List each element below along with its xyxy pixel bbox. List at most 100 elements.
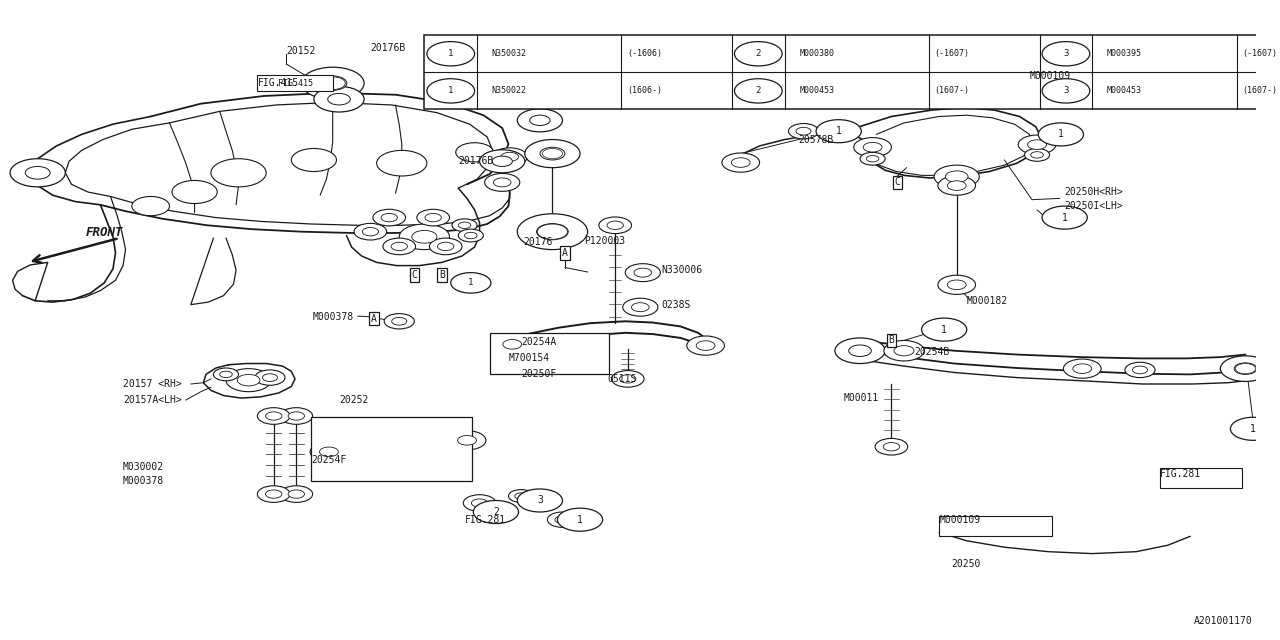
Circle shape (485, 173, 520, 191)
Circle shape (540, 147, 564, 160)
Text: FIG.281: FIG.281 (1160, 468, 1201, 479)
Circle shape (257, 486, 291, 502)
Circle shape (480, 150, 525, 173)
Text: 1: 1 (448, 49, 453, 58)
Circle shape (1230, 417, 1276, 440)
Text: 1: 1 (836, 126, 842, 136)
Circle shape (938, 176, 975, 195)
Text: 20157 <RH>: 20157 <RH> (123, 379, 182, 389)
Circle shape (884, 340, 924, 361)
Circle shape (280, 486, 312, 502)
Text: A201001170: A201001170 (1194, 616, 1253, 626)
Circle shape (265, 490, 282, 498)
Circle shape (954, 62, 992, 81)
Text: 1: 1 (1059, 129, 1064, 140)
Circle shape (500, 152, 518, 161)
Circle shape (883, 443, 900, 451)
Circle shape (493, 148, 527, 166)
Text: (-1607): (-1607) (934, 49, 970, 58)
Text: C: C (895, 177, 901, 188)
Circle shape (362, 228, 379, 236)
Circle shape (376, 150, 426, 176)
Text: 20254B: 20254B (914, 347, 950, 357)
Circle shape (392, 317, 407, 325)
Text: B: B (888, 335, 895, 346)
Circle shape (257, 408, 291, 424)
Circle shape (503, 339, 522, 349)
Circle shape (735, 42, 782, 66)
Circle shape (1024, 148, 1050, 161)
Circle shape (1133, 366, 1148, 374)
Text: (1606-): (1606-) (627, 86, 662, 95)
Circle shape (1073, 364, 1092, 374)
Text: 20176B: 20176B (370, 43, 406, 53)
Circle shape (517, 489, 562, 512)
Text: 20254F: 20254F (311, 454, 347, 465)
Circle shape (1038, 123, 1083, 146)
Circle shape (835, 338, 886, 364)
Circle shape (687, 336, 724, 355)
Circle shape (893, 346, 914, 356)
Text: 0238S: 0238S (662, 300, 691, 310)
Text: 20176: 20176 (524, 237, 553, 247)
Text: 2: 2 (755, 86, 762, 95)
Circle shape (493, 335, 531, 354)
Circle shape (1042, 206, 1087, 229)
Circle shape (860, 152, 886, 165)
Text: M000378: M000378 (312, 312, 355, 323)
Circle shape (310, 442, 348, 461)
Circle shape (538, 224, 567, 239)
Circle shape (448, 431, 486, 450)
Circle shape (849, 345, 872, 356)
Circle shape (288, 412, 305, 420)
Text: P120003: P120003 (584, 236, 625, 246)
Circle shape (964, 67, 983, 76)
Text: 20250H<RH>: 20250H<RH> (1065, 187, 1124, 197)
Circle shape (556, 516, 570, 524)
Circle shape (631, 303, 649, 312)
Circle shape (612, 371, 644, 387)
Circle shape (525, 140, 580, 168)
Circle shape (237, 374, 260, 386)
Text: B: B (439, 270, 445, 280)
Circle shape (132, 196, 169, 216)
Circle shape (384, 314, 415, 329)
Circle shape (599, 217, 631, 234)
Circle shape (1234, 363, 1257, 374)
Circle shape (451, 273, 492, 293)
Circle shape (458, 435, 476, 445)
Circle shape (417, 209, 449, 226)
Bar (1160, 468, 1242, 488)
Circle shape (372, 209, 406, 226)
Circle shape (301, 67, 364, 99)
Circle shape (817, 120, 861, 143)
Circle shape (536, 223, 568, 240)
Circle shape (517, 109, 562, 132)
Text: 20250F: 20250F (521, 369, 557, 380)
Circle shape (458, 229, 484, 242)
Circle shape (227, 369, 271, 392)
Text: 20250: 20250 (952, 559, 980, 570)
Circle shape (731, 158, 750, 168)
Circle shape (1042, 79, 1089, 103)
Circle shape (722, 153, 759, 172)
Text: C: C (411, 270, 417, 280)
Text: M000182: M000182 (966, 296, 1007, 306)
Circle shape (220, 371, 232, 378)
Text: M700154: M700154 (508, 353, 549, 364)
Circle shape (458, 222, 471, 228)
Circle shape (543, 148, 562, 159)
Circle shape (623, 298, 658, 316)
Text: 1: 1 (468, 278, 474, 287)
Text: M000109: M000109 (940, 515, 980, 525)
Text: 2: 2 (493, 507, 499, 517)
Text: 0511S: 0511S (608, 374, 637, 384)
Text: (1607-): (1607-) (934, 86, 970, 95)
Circle shape (517, 214, 588, 250)
Text: M000380: M000380 (799, 49, 835, 58)
Text: N350032: N350032 (492, 49, 526, 58)
Text: M000453: M000453 (1107, 86, 1142, 95)
Circle shape (465, 232, 477, 239)
Circle shape (265, 412, 282, 420)
Circle shape (426, 79, 475, 103)
